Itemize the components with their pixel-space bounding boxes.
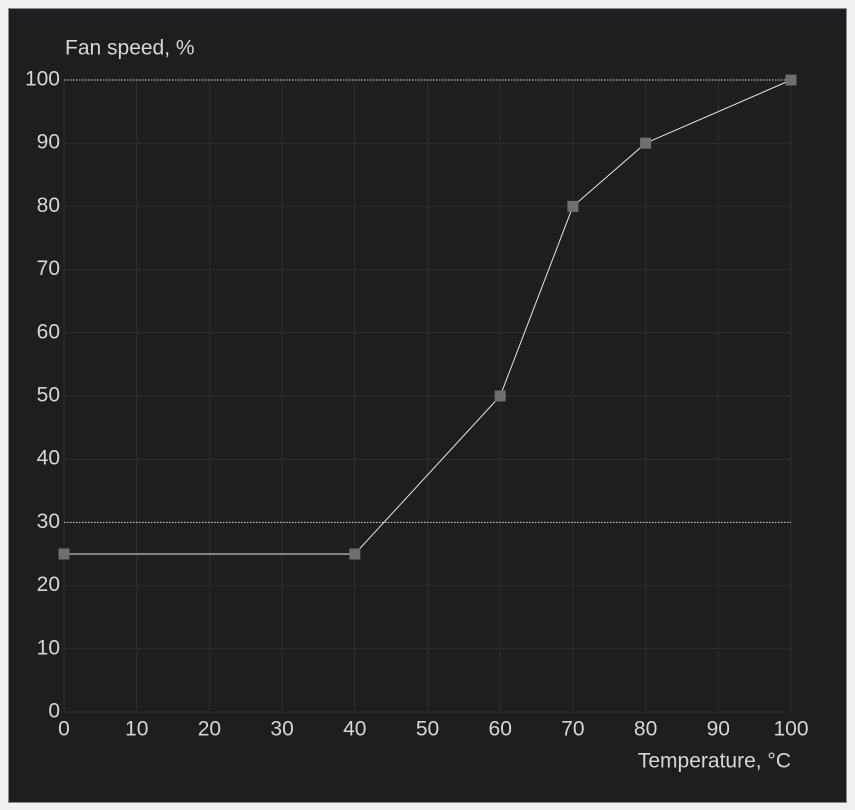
curve-point bbox=[349, 548, 361, 560]
y-tick-label: 60 bbox=[37, 320, 60, 343]
y-tick-label: 50 bbox=[37, 384, 60, 407]
y-tick-label: 30 bbox=[37, 510, 60, 533]
curve-point bbox=[567, 200, 579, 212]
curve-point bbox=[494, 390, 506, 402]
y-tick-label: 100 bbox=[25, 68, 60, 91]
curve-line bbox=[64, 79, 792, 555]
x-tick-label: 80 bbox=[634, 718, 657, 741]
y-tick-label: 10 bbox=[37, 636, 60, 659]
curve-point bbox=[58, 548, 70, 560]
x-tick-label: 90 bbox=[707, 718, 730, 741]
curve-point bbox=[640, 137, 652, 149]
x-axis-title: Temperature, °C bbox=[638, 750, 791, 773]
x-tick-label: 20 bbox=[198, 718, 221, 741]
x-tick-label: 100 bbox=[773, 718, 808, 741]
y-tick-label: 90 bbox=[37, 131, 60, 154]
y-tick-label: 40 bbox=[37, 447, 60, 470]
x-tick-label: 70 bbox=[561, 718, 584, 741]
y-tick-label: 0 bbox=[48, 700, 60, 723]
curve-point bbox=[785, 74, 797, 86]
x-tick-label: 0 bbox=[58, 718, 70, 741]
x-tick-label: 40 bbox=[343, 718, 366, 741]
y-tick-label: 20 bbox=[37, 573, 60, 596]
x-tick-label: 50 bbox=[416, 718, 439, 741]
x-tick-label: 30 bbox=[270, 718, 293, 741]
x-tick-label: 60 bbox=[489, 718, 512, 741]
y-tick-label: 80 bbox=[37, 194, 60, 217]
y-axis-title: Fan speed, % bbox=[65, 37, 195, 60]
x-tick-label: 10 bbox=[125, 718, 148, 741]
y-tick-label: 70 bbox=[37, 257, 60, 280]
